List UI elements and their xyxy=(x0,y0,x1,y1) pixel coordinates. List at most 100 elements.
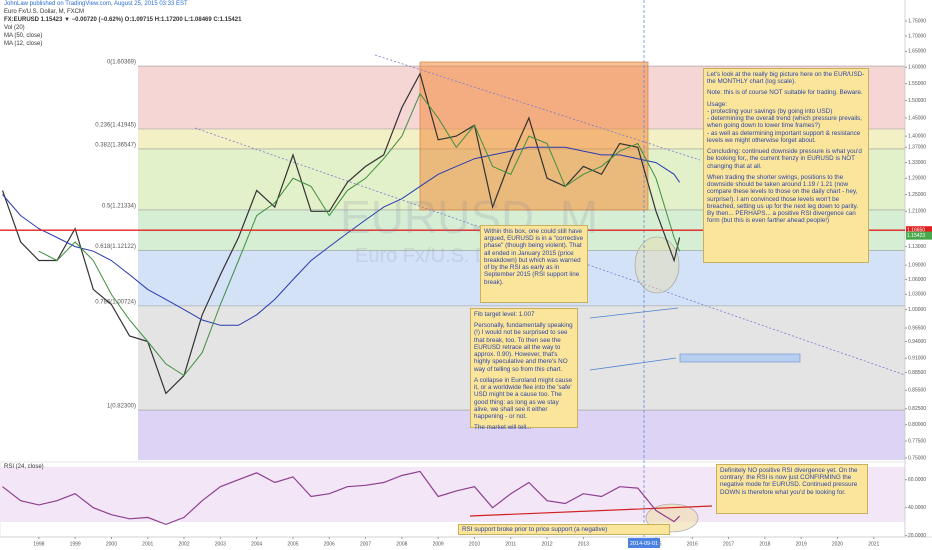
y-tick-label: 1.55000 xyxy=(908,81,926,87)
note-text: The market will tell... xyxy=(474,424,532,432)
note-text: - protecting your savings (by going into… xyxy=(707,107,833,115)
y-tick-label: 0.75000 xyxy=(908,455,926,461)
circle-mark xyxy=(634,236,680,294)
series-line xyxy=(2,146,681,326)
rsi-title: RSI (24, close) xyxy=(4,464,44,470)
y-tick-label: 1.13000 xyxy=(908,244,926,250)
x-tick-label: 2011 xyxy=(505,541,516,547)
x-tick-label: 1998 xyxy=(33,541,44,547)
fib-label: 0.786(1.00724) xyxy=(95,299,136,305)
y-tick-label: 0.88500 xyxy=(908,370,926,376)
series-line xyxy=(38,92,681,377)
fib-label: 0(1.60369) xyxy=(107,60,136,66)
y-tick-label: 1.06000 xyxy=(908,277,926,283)
fib-label: 1(0.82300) xyxy=(107,404,136,410)
y-tick-label: 0.77500 xyxy=(908,438,926,444)
y-tick-label: 1.50000 xyxy=(908,98,926,104)
y-tick-label: 40.0000 xyxy=(908,505,926,511)
y-tick-label: 0.80000 xyxy=(908,422,926,428)
x-tick-label: 2001 xyxy=(142,541,153,547)
x-tick-label: 2012 xyxy=(542,541,553,547)
x-tick-label: 2002 xyxy=(178,541,189,547)
target-box xyxy=(679,353,801,363)
note-text: A collapse in Euroland might cause it, o… xyxy=(474,376,573,421)
y-tick-label: 0.85500 xyxy=(908,388,926,394)
price-label: 1.15423 xyxy=(907,233,925,239)
x-tick-label: 2003 xyxy=(215,541,226,547)
rsi-support-line xyxy=(469,505,713,517)
y-tick-label: 1.29000 xyxy=(908,176,926,182)
note-text: RSI support broke prior to price support… xyxy=(462,526,608,533)
trend-line xyxy=(374,54,701,161)
arrow xyxy=(589,357,677,371)
y-tick-label: 1.33000 xyxy=(908,160,926,166)
y-tick-label: 1.65000 xyxy=(908,49,926,55)
arrow xyxy=(589,307,679,319)
y-tick-label: 1.25000 xyxy=(908,192,926,198)
series-line xyxy=(2,470,681,526)
note-text: Usage: xyxy=(707,100,727,108)
x-tick-label: 2000 xyxy=(106,541,117,547)
y-tick-label: 20.0000 xyxy=(908,533,926,539)
y-tick-label: 1.60000 xyxy=(908,65,926,71)
note-text: Fib target level: 1.007 xyxy=(474,311,535,318)
note-text: Within this box, one could still have ar… xyxy=(484,228,584,286)
note: Fib target level: 1.007 Personally, fund… xyxy=(470,308,578,432)
x-tick-label: 2021 xyxy=(868,541,879,547)
y-tick-label: 1.75000 xyxy=(908,18,926,24)
fib-label: 0.236(1.41945) xyxy=(95,123,136,129)
x-tick-label: 2017 xyxy=(723,541,734,547)
x-tick-label: 2006 xyxy=(324,541,335,547)
note-text: When trading the shorter swings, positio… xyxy=(707,173,859,225)
x-tick-label: 2008 xyxy=(396,541,407,547)
indicator: Vol (20) xyxy=(4,25,25,31)
note-text: - determining the overall trend (which p… xyxy=(707,115,863,130)
y-tick-label: 1.09000 xyxy=(908,262,926,268)
y-tick-label: 0.94000 xyxy=(908,339,926,345)
y-tick-label: 1.40000 xyxy=(908,133,926,139)
note: RSI support broke prior to price support… xyxy=(458,524,670,535)
note-text: Concluding: continued downside pressure … xyxy=(707,148,862,170)
x-tick-label: 2019 xyxy=(796,541,807,547)
fib-label: 0.5(1.21334) xyxy=(102,203,136,209)
x-tick-label: 2009 xyxy=(433,541,444,547)
trend-line xyxy=(194,127,906,376)
fib-label: 0.618(1.12122) xyxy=(95,244,136,250)
note: Within this box, one could still have ar… xyxy=(480,225,588,303)
indicator: MA (50, close) xyxy=(4,33,43,39)
y-tick-label: 0.96500 xyxy=(908,325,926,331)
note-text: Let's look at the really big picture her… xyxy=(707,71,865,86)
y-tick-label: 1.45000 xyxy=(908,115,926,121)
y-tick-label: 1.70000 xyxy=(908,33,926,39)
y-tick-label: 1.03000 xyxy=(908,292,926,298)
y-tick-label: 1.37000 xyxy=(908,145,926,151)
crosshair-label-bg xyxy=(627,538,660,548)
note-text: - as well as determining important suppo… xyxy=(707,129,861,144)
note: Definitely NO positive RSI divergence ye… xyxy=(716,464,868,514)
x-tick-label: 2010 xyxy=(469,541,480,547)
crosshair-label: 2014-09-01 xyxy=(630,541,658,547)
x-tick-label: 1999 xyxy=(70,541,81,547)
x-tick-label: 2016 xyxy=(687,541,698,547)
note-text: Note: this is of course NOT suitable for… xyxy=(707,89,863,97)
price-label: 1.16650 xyxy=(907,228,925,234)
series-line xyxy=(1,72,681,395)
x-tick-label: 2020 xyxy=(832,541,843,547)
quote: FX:EURUSD 1.15423 ▼ −0.00720 (−0.62%) O:… xyxy=(4,17,242,23)
x-tick-label: 2018 xyxy=(759,541,770,547)
y-tick-label: 1.21000 xyxy=(908,209,926,215)
note: Let's look at the really big picture her… xyxy=(703,68,869,263)
x-tick-label: 2007 xyxy=(360,541,371,547)
price-label-bg xyxy=(906,231,932,240)
indicator: MA (12, close) xyxy=(4,41,43,47)
y-tick-label: 1.00000 xyxy=(908,307,926,313)
x-tick-label: 2013 xyxy=(578,541,589,547)
price-label-bg xyxy=(906,226,932,235)
symbol: Euro Fx/U.S. Dollar, M, FXCM xyxy=(4,9,85,15)
y-tick-label: 60.0000 xyxy=(908,477,926,483)
x-tick-label: 2004 xyxy=(251,541,262,547)
publisher: JohnLaw published on TradingView.com, Au… xyxy=(4,1,188,7)
note-text: Definitely NO positive RSI divergence ye… xyxy=(720,467,858,496)
price-axis xyxy=(905,0,932,550)
